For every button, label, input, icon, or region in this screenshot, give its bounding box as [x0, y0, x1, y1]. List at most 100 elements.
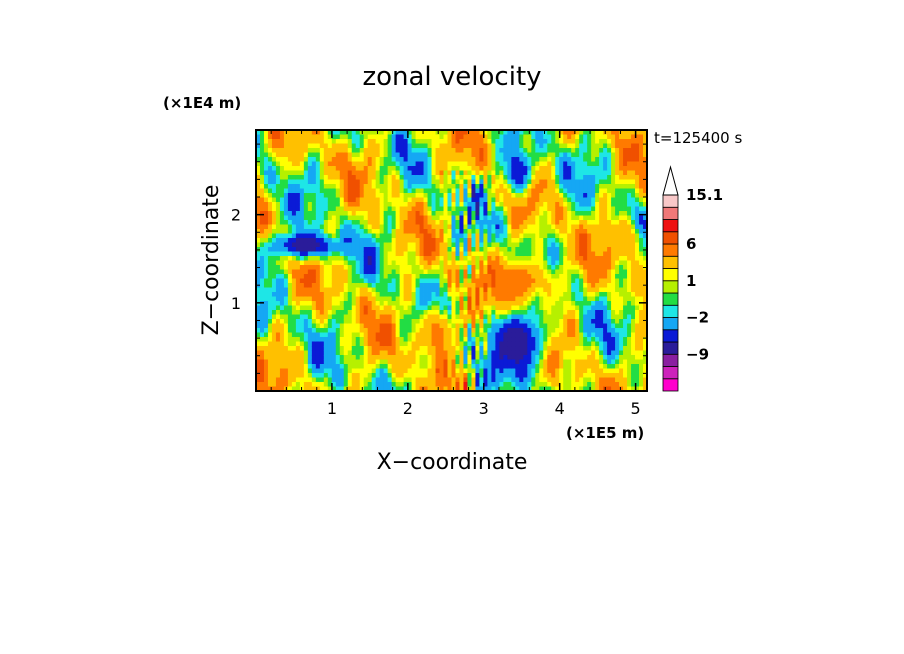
- heat-cell: [591, 350, 596, 356]
- heat-cell: [559, 143, 564, 149]
- heat-cell: [263, 341, 269, 347]
- heat-cell: [275, 355, 281, 360]
- heat-cell: [563, 373, 568, 378]
- heat-cell: [427, 346, 432, 351]
- heat-cell: [423, 287, 428, 293]
- heat-cell: [575, 260, 580, 266]
- heat-cell: [347, 319, 353, 324]
- heat-cell: [447, 350, 452, 356]
- heat-cell: [515, 337, 520, 342]
- heat-cell: [463, 260, 468, 266]
- heat-cell: [483, 130, 488, 135]
- heat-cell: [323, 143, 329, 149]
- heat-cell: [411, 242, 416, 248]
- heat-cell: [451, 166, 456, 171]
- heat-cell: [431, 179, 436, 185]
- heat-cell: [279, 206, 285, 212]
- heat-cell: [343, 274, 349, 279]
- heat-cell: [263, 143, 269, 149]
- heat-cell: [335, 359, 341, 365]
- heat-cell: [371, 148, 377, 153]
- heat-cell: [595, 364, 600, 369]
- heat-cell: [279, 166, 285, 171]
- heat-cell: [467, 323, 472, 329]
- heat-cell: [379, 175, 385, 180]
- heat-cell: [403, 332, 409, 338]
- heat-cell: [471, 166, 476, 171]
- heat-cell: [311, 323, 317, 329]
- heat-cell: [499, 328, 504, 333]
- heat-cell: [459, 170, 464, 176]
- heat-cell: [315, 269, 321, 275]
- heat-cell: [375, 152, 381, 158]
- heat-cell: [487, 359, 492, 365]
- heat-cell: [387, 188, 393, 194]
- heat-cell: [287, 377, 293, 383]
- heat-cell: [355, 220, 361, 225]
- heat-cell: [395, 202, 401, 207]
- heat-cell: [563, 386, 568, 392]
- heat-cell: [523, 323, 528, 329]
- heat-cell: [379, 341, 385, 347]
- heat-cell: [559, 274, 564, 279]
- heat-cell: [507, 287, 512, 293]
- heat-cell: [495, 305, 500, 311]
- heat-cell: [507, 283, 512, 288]
- heat-cell: [383, 314, 389, 320]
- heat-cell: [511, 215, 516, 221]
- heat-cell: [283, 193, 289, 198]
- heat-cell: [491, 130, 496, 135]
- heat-cell: [491, 274, 496, 279]
- heat-cell: [431, 206, 436, 212]
- heat-cell: [387, 260, 393, 266]
- heat-cell: [535, 184, 540, 189]
- heat-cell: [531, 332, 536, 338]
- heat-cell: [343, 323, 349, 329]
- heat-cell: [435, 368, 440, 374]
- heat-cell: [419, 166, 424, 171]
- heat-cell: [395, 220, 401, 225]
- heat-cell: [491, 319, 496, 324]
- heat-cell: [539, 193, 544, 198]
- heat-cell: [431, 166, 436, 171]
- heat-cell: [359, 296, 365, 302]
- heat-cell: [583, 355, 588, 360]
- heat-cell: [295, 359, 301, 365]
- heat-cell: [331, 355, 337, 360]
- heat-cell: [415, 229, 420, 234]
- heat-cell: [519, 242, 524, 248]
- heat-cell: [531, 197, 536, 203]
- heat-cell: [555, 224, 560, 230]
- heat-cell: [467, 220, 472, 225]
- heat-cell: [367, 377, 373, 383]
- heat-cell: [351, 211, 357, 216]
- heat-cell: [523, 269, 528, 275]
- heat-cell: [391, 202, 397, 207]
- heat-cell: [263, 139, 269, 144]
- heat-cell: [419, 310, 424, 315]
- heat-cell: [271, 341, 277, 347]
- heat-cell: [535, 197, 540, 203]
- heat-cell: [343, 224, 349, 230]
- heat-cell: [539, 287, 544, 293]
- heat-cell: [407, 377, 412, 383]
- heat-cell: [319, 269, 325, 275]
- heat-cell: [303, 377, 309, 383]
- heat-cell: [319, 202, 325, 207]
- heat-cell: [335, 256, 341, 261]
- heat-cell: [351, 301, 357, 306]
- heat-cell: [495, 197, 500, 203]
- heat-cell: [567, 206, 572, 212]
- heat-cell: [555, 130, 560, 135]
- heat-cell: [351, 179, 357, 185]
- heat-cell: [407, 332, 412, 338]
- heat-cell: [463, 359, 468, 365]
- heat-cell: [435, 206, 440, 212]
- heat-cell: [575, 350, 580, 356]
- heat-cell: [511, 260, 516, 266]
- heat-cell: [259, 305, 265, 311]
- heat-cell: [295, 373, 301, 378]
- heat-cell: [403, 233, 409, 239]
- heat-cell: [423, 233, 428, 239]
- heat-cell: [395, 278, 401, 284]
